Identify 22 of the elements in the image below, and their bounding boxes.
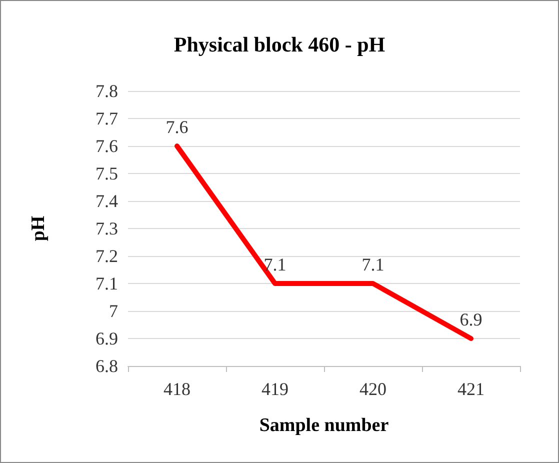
data-label: 6.9: [460, 310, 482, 330]
y-tick-label: 6.9: [96, 328, 118, 348]
y-tick-label: 7.5: [96, 164, 118, 184]
y-tick-label: 7.8: [96, 81, 118, 101]
y-tick-label: 7.3: [96, 218, 118, 238]
y-tick-label: 7.2: [96, 246, 118, 266]
x-axis-title: Sample number: [259, 415, 390, 436]
x-tick-label: 418: [164, 379, 190, 399]
y-axis-title: pH: [28, 216, 49, 242]
x-tick-label: 419: [262, 379, 288, 399]
x-tick-label: 420: [360, 379, 386, 399]
data-label: 7.6: [166, 117, 188, 137]
y-tick-label: 7.1: [96, 274, 118, 294]
y-tick-label: 7.6: [96, 136, 118, 156]
y-tick-label: 7: [109, 301, 118, 321]
chart-title: Physical block 460 - pH: [174, 32, 386, 56]
x-tick-label: 421: [458, 379, 484, 399]
y-tick-label: 7.4: [96, 191, 118, 211]
data-label: 7.1: [362, 254, 384, 274]
y-tick-label: 6.8: [96, 356, 118, 376]
data-label: 7.1: [264, 254, 286, 274]
y-tick-label: 7.7: [96, 108, 118, 128]
